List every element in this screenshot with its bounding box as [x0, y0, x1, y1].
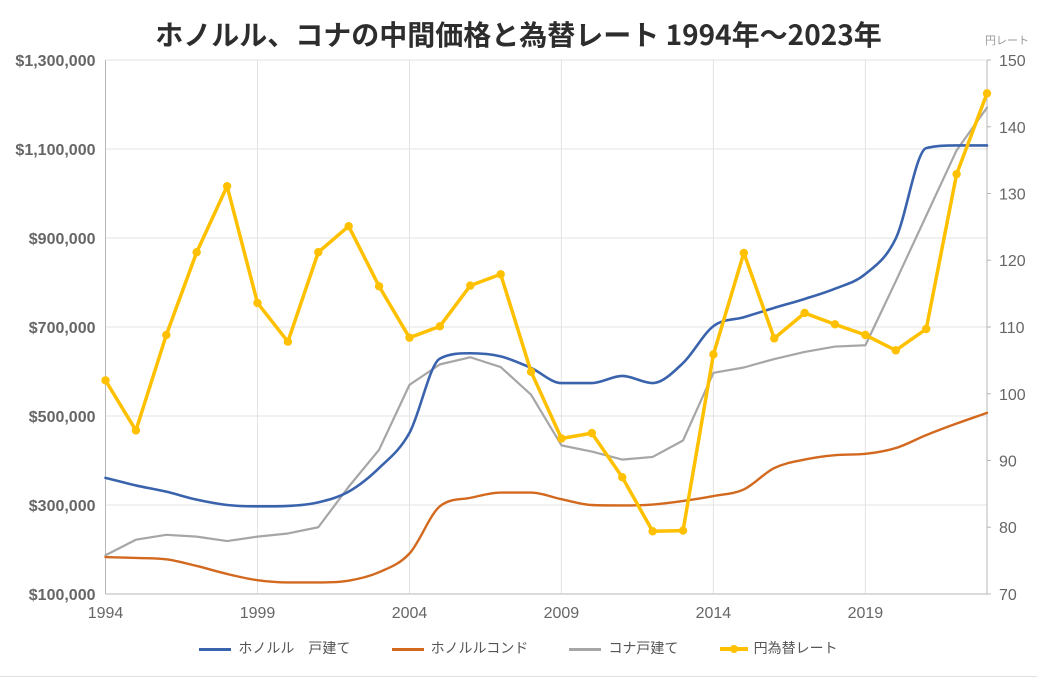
- svg-text:$1,300,000: $1,300,000: [15, 53, 95, 70]
- svg-text:2019: 2019: [848, 605, 884, 622]
- svg-text:100: 100: [999, 387, 1026, 404]
- svg-text:2009: 2009: [544, 605, 580, 622]
- svg-text:120: 120: [999, 253, 1026, 270]
- svg-text:$300,000: $300,000: [29, 498, 96, 515]
- svg-text:$700,000: $700,000: [29, 320, 96, 337]
- svg-text:150: 150: [999, 53, 1026, 70]
- svg-text:1994: 1994: [88, 605, 124, 622]
- svg-text:80: 80: [999, 520, 1017, 537]
- svg-text:130: 130: [999, 187, 1026, 204]
- svg-text:70: 70: [999, 587, 1017, 604]
- svg-text:2004: 2004: [392, 605, 428, 622]
- svg-text:$100,000: $100,000: [29, 587, 96, 604]
- svg-text:$900,000: $900,000: [29, 231, 96, 248]
- svg-text:1999: 1999: [240, 605, 276, 622]
- svg-text:90: 90: [999, 454, 1017, 471]
- svg-text:$1,100,000: $1,100,000: [15, 142, 95, 159]
- svg-text:$500,000: $500,000: [29, 409, 96, 426]
- svg-text:2014: 2014: [696, 605, 732, 622]
- svg-text:140: 140: [999, 120, 1026, 137]
- svg-text:110: 110: [999, 320, 1025, 337]
